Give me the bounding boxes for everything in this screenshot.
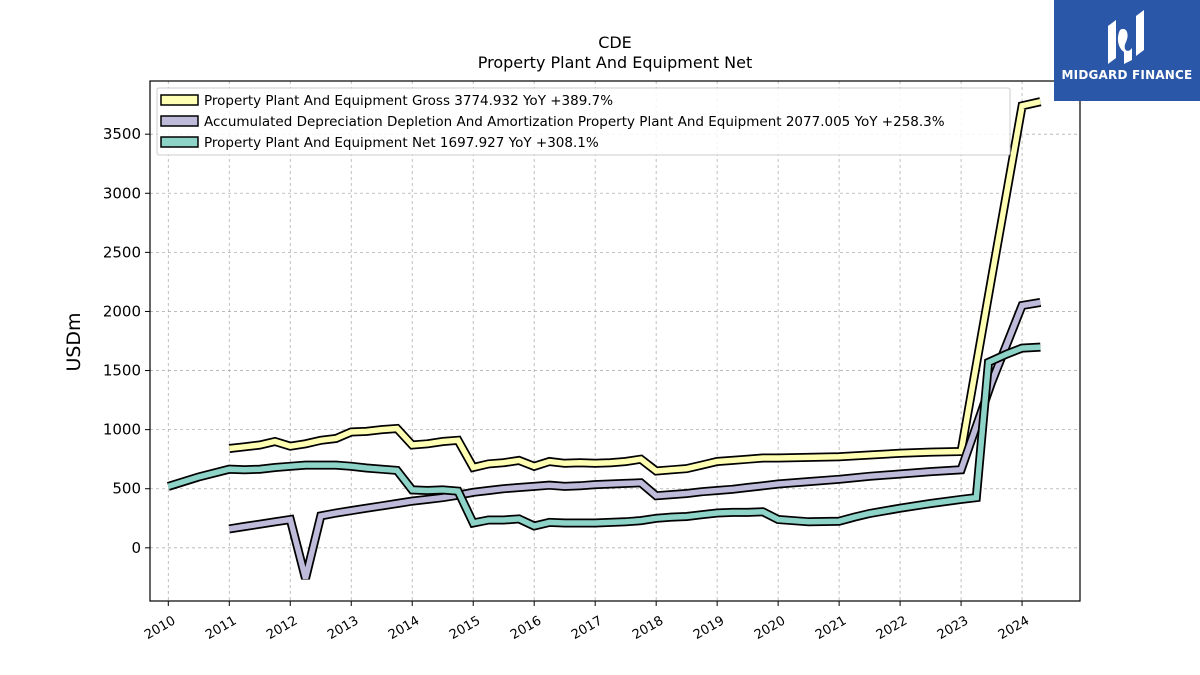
x-tick-label: 2023 — [935, 613, 971, 643]
y-axis-label: USDm — [63, 312, 85, 371]
y-tick-label: 0 — [131, 539, 141, 557]
x-tick-label: 2017 — [569, 613, 605, 643]
x-tick-label: 2016 — [508, 613, 544, 643]
series-2-outline — [166, 342, 1041, 531]
x-tick-label: 2011 — [203, 613, 239, 643]
legend-swatch-2 — [160, 136, 199, 148]
x-tick-label: 2015 — [447, 613, 483, 643]
y-tick-label: 2500 — [103, 243, 141, 261]
x-tick-label: 2021 — [813, 613, 849, 643]
y-tick-label: 500 — [112, 480, 141, 498]
series-1-line — [228, 299, 1041, 580]
x-tick-label: 2014 — [386, 613, 422, 643]
legend-label-2: Property Plant And Equipment Net 1697.92… — [204, 135, 599, 151]
legend-box — [156, 87, 1011, 156]
y-axis: 0 500 1000 1500 2000 2500 3000 3500 — [103, 125, 150, 557]
chart-title: CDE — [598, 33, 632, 52]
y-tick-label: 3000 — [103, 184, 141, 202]
series-lines — [166, 97, 1042, 580]
y-tick-label: 3500 — [103, 125, 141, 143]
y-tick-label: 1000 — [103, 421, 141, 439]
y-tick-label: 2000 — [103, 302, 141, 320]
brand-logo: MIDGARD FINANCE — [1054, 0, 1200, 101]
brand-name: MIDGARD FINANCE — [1061, 68, 1193, 82]
x-axis: 2010 2011 2012 2013 2014 2015 2016 2017 2018 2019… — [142, 601, 1032, 643]
legend: Property Plant And Equipment Gross 3774.… — [156, 87, 1011, 156]
x-tick-label: 2019 — [691, 613, 727, 643]
midgard-logo-icon — [1108, 10, 1144, 64]
x-tick-label: 2024 — [996, 613, 1032, 643]
x-tick-label: 2012 — [264, 613, 300, 643]
x-tick-label: 2010 — [142, 613, 178, 643]
x-tick-label: 2018 — [630, 613, 666, 643]
x-tick-label: 2013 — [325, 613, 361, 643]
x-tick-label: 2020 — [752, 613, 788, 643]
legend-swatch-0 — [160, 94, 199, 106]
plot-frame — [149, 80, 1081, 602]
series-2-line — [167, 344, 1041, 529]
series-0-line — [228, 99, 1042, 474]
y-tick-label: 1500 — [103, 362, 141, 380]
legend-label-1: Accumulated Depreciation Depletion And A… — [204, 114, 945, 130]
chart-subtitle: Property Plant And Equipment Net — [478, 53, 753, 72]
legend-swatch-1 — [160, 115, 199, 127]
x-tick-label: 2022 — [874, 613, 910, 643]
legend-label-0: Property Plant And Equipment Gross 3774.… — [204, 93, 613, 109]
